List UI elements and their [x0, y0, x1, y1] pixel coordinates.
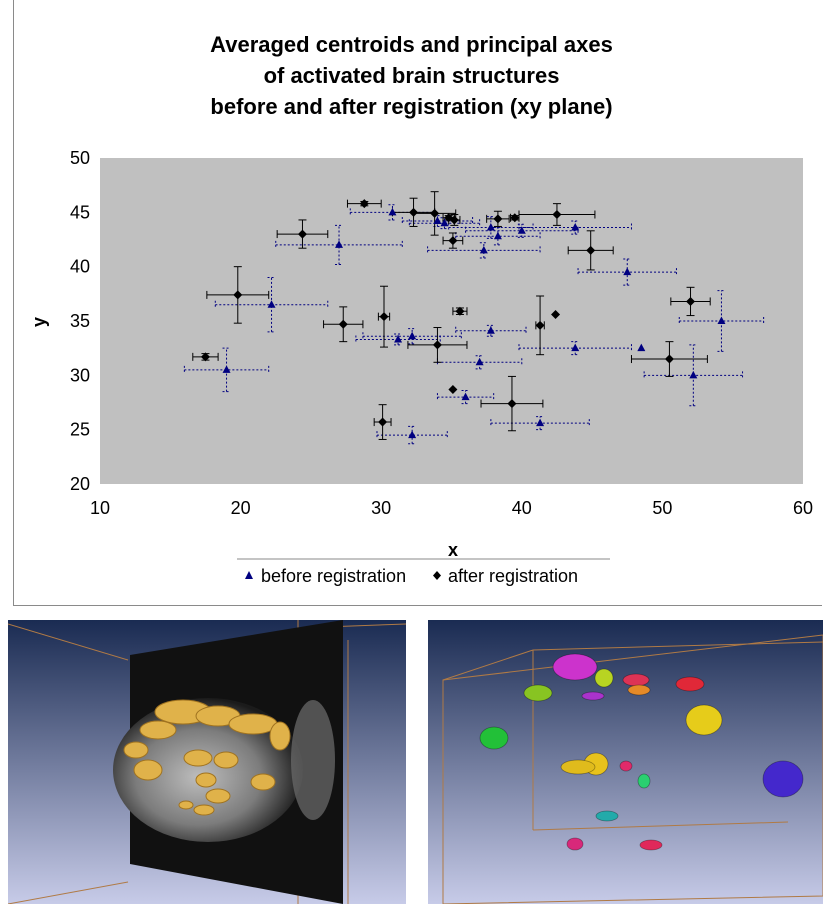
after-point: [297, 229, 307, 239]
before-point: [408, 331, 417, 340]
before-point: [637, 343, 646, 352]
chart-title-line-3: before and after registration (xy plane): [210, 94, 613, 119]
before-point: [493, 231, 502, 240]
after-point: [359, 199, 369, 209]
centroid-ellipsoids-render-svg: [428, 620, 823, 904]
after-point: [664, 354, 674, 364]
y-tick-label: 40: [70, 257, 90, 277]
after-point: [510, 213, 520, 223]
x-tick-label: 30: [371, 498, 391, 518]
structure-ellipsoids: [479, 653, 804, 851]
before-point: [461, 392, 470, 401]
before-point: [335, 240, 344, 248]
before-point: [571, 343, 580, 352]
after-point: [535, 320, 545, 330]
before-point: [433, 216, 442, 225]
y-axis-label: y: [29, 317, 49, 327]
before-point: [536, 418, 545, 427]
before-point: [222, 365, 231, 373]
after-point: [430, 208, 440, 218]
after-point: [586, 245, 596, 255]
after-point: [507, 399, 517, 409]
after-point: [448, 384, 458, 394]
bounding-box-edges: [442, 634, 823, 904]
legend-before-label: before registration: [261, 566, 406, 586]
brain-slice-render-svg: [8, 620, 406, 904]
plot-area: [100, 158, 803, 484]
before-point: [408, 430, 417, 439]
y-tick-label: 50: [70, 148, 90, 168]
after-point: [686, 296, 696, 306]
legend-after-marker: [433, 571, 441, 580]
before-point: [517, 226, 526, 234]
y-tick-label: 25: [70, 420, 90, 440]
activation-isosurfaces: [123, 699, 291, 816]
after-point: [455, 306, 465, 316]
brain-slice-render: [8, 620, 406, 904]
before-point: [475, 357, 484, 366]
x-tick-label: 60: [793, 498, 813, 518]
after-point: [552, 210, 562, 220]
chart-title-line-2: of activated brain structures: [263, 63, 560, 88]
before-points: [222, 207, 726, 439]
after-point: [338, 319, 348, 329]
before-point: [571, 223, 580, 231]
after-point: [448, 236, 458, 246]
after-point: [233, 290, 243, 300]
y-tick-label: 30: [70, 365, 90, 385]
before-point: [388, 207, 397, 216]
x-tick-label: 40: [512, 498, 532, 518]
x-tick-label: 50: [652, 498, 672, 518]
before-point: [440, 218, 449, 227]
after-point: [379, 312, 389, 322]
after-point: [493, 214, 503, 224]
legend-before-marker: [245, 571, 253, 579]
y-tick-label: 45: [70, 202, 90, 222]
legend-after-label: after registration: [448, 566, 578, 586]
after-point: [432, 340, 442, 350]
after-point: [409, 207, 419, 217]
x-axis-label: x: [448, 540, 458, 560]
before-point: [486, 326, 495, 334]
before-point: [267, 300, 276, 308]
centroid-ellipsoids-render: [428, 620, 823, 904]
before-point: [486, 223, 495, 231]
after-point: [551, 309, 561, 319]
before-point: [717, 316, 726, 324]
before-point: [689, 370, 698, 379]
after-point: [449, 215, 459, 225]
before-point: [479, 245, 488, 254]
chart-title-line-1: Averaged centroids and principal axes: [210, 32, 613, 57]
y-tick-label: 20: [70, 474, 90, 494]
after-points: [200, 199, 696, 427]
before-point: [394, 334, 403, 343]
x-tick-label: 10: [90, 498, 110, 518]
chart-legend: before registration after registration: [245, 566, 578, 586]
y-tick-label: 35: [70, 311, 90, 331]
x-tick-label: 20: [231, 498, 251, 518]
before-point: [623, 267, 632, 276]
after-point: [200, 352, 210, 362]
after-point: [378, 417, 388, 427]
